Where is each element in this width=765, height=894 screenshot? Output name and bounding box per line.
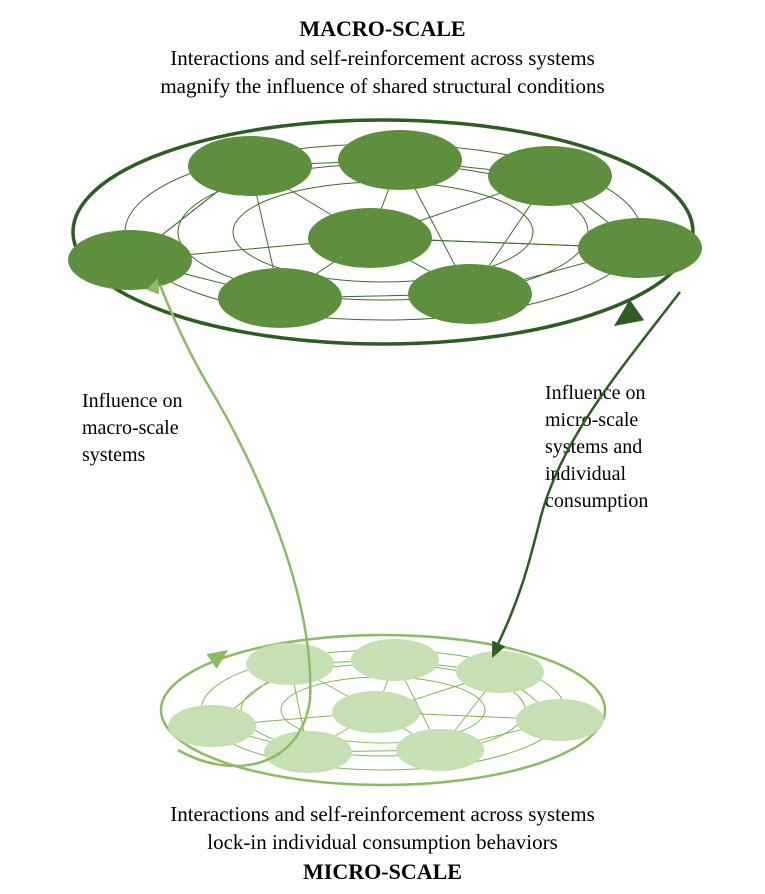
micro-network-node-1 — [351, 639, 439, 681]
macro-network-node-5 — [578, 218, 702, 278]
macro-network-node-2 — [488, 146, 612, 206]
macro-network-node-4 — [308, 208, 432, 268]
macro-network-node-7 — [408, 264, 532, 324]
connector-down — [495, 292, 680, 650]
micro-network-node-6 — [264, 731, 352, 773]
micro-network-node-3 — [168, 705, 256, 747]
macro-network-node-1 — [338, 130, 462, 190]
micro-network-node-5 — [516, 699, 604, 741]
macro-network — [68, 120, 702, 344]
macro-network-node-0 — [188, 136, 312, 196]
micro-network-node-7 — [396, 729, 484, 771]
connector-up — [160, 285, 310, 766]
diagram-stage: MACRO-SCALE Interactions and self-reinfo… — [0, 0, 765, 894]
micro-network-node-2 — [456, 651, 544, 693]
micro-network-node-0 — [246, 643, 334, 685]
macro-network-node-6 — [218, 268, 342, 328]
micro-network — [161, 635, 605, 785]
macro-network-node-3 — [68, 230, 192, 290]
micro-network-node-4 — [332, 691, 420, 733]
diagram-svg — [0, 0, 765, 894]
